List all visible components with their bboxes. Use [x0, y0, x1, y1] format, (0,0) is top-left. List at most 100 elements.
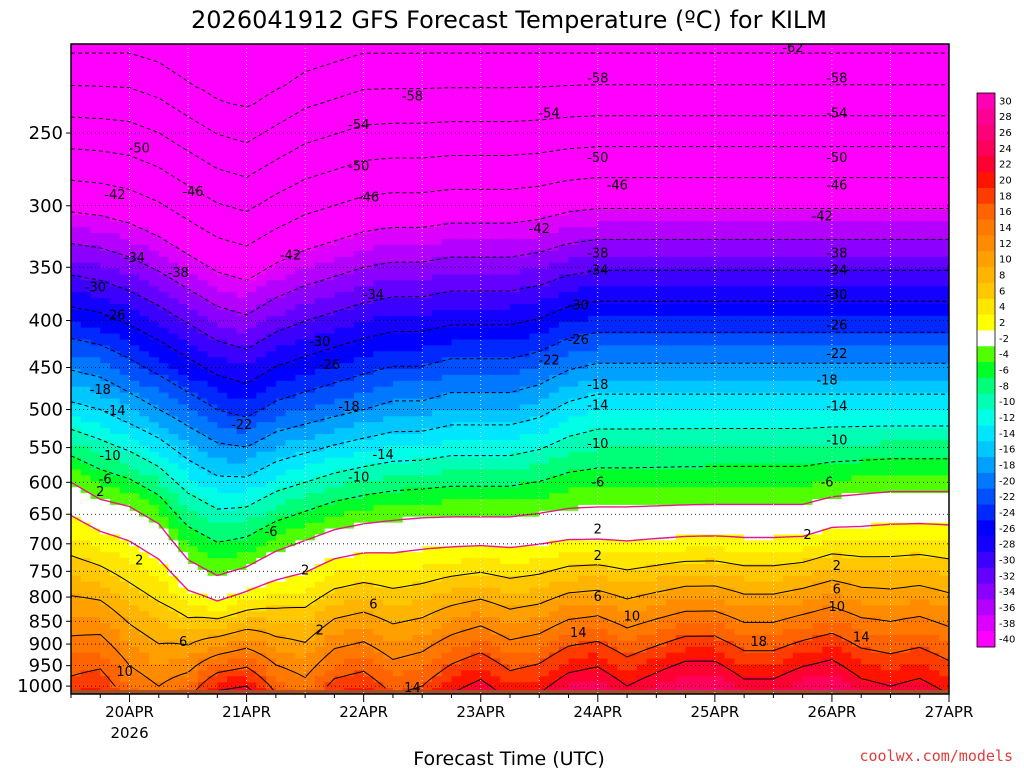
temperature-cell	[207, 599, 218, 606]
temperature-cell	[305, 546, 316, 553]
temperature-cell	[217, 552, 228, 559]
temperature-cell	[344, 292, 355, 299]
temperature-cell	[295, 528, 306, 536]
temperature-cell	[90, 469, 101, 476]
temperature-cell	[178, 91, 189, 98]
temperature-cell	[470, 369, 482, 376]
temperature-cell	[227, 564, 238, 571]
temperature-cell	[129, 564, 140, 571]
temperature-cell	[402, 327, 414, 335]
temperature-cell	[207, 315, 218, 323]
temperature-cell	[227, 55, 238, 63]
temperature-cell	[168, 191, 179, 199]
temperature-cell	[510, 256, 521, 264]
temperature-cell	[266, 504, 277, 512]
temperature-cell	[383, 380, 394, 388]
temperature-cell	[129, 676, 140, 683]
temperature-cell	[334, 150, 345, 157]
temperature-cell	[246, 469, 257, 476]
temperature-cell	[90, 623, 101, 630]
temperature-cell	[500, 593, 511, 601]
temperature-cell	[217, 327, 228, 335]
temperature-cell	[71, 292, 82, 299]
temperature-cell	[324, 215, 335, 222]
temperature-cell	[480, 197, 492, 205]
temperature-cell	[246, 304, 257, 311]
temperature-cell	[470, 522, 482, 530]
temperature-cell	[490, 451, 501, 459]
temperature-cell	[207, 646, 218, 654]
temperature-cell	[188, 156, 199, 163]
temperature-cell	[129, 510, 140, 518]
temperature-cell	[295, 499, 306, 506]
temperature-cell	[188, 191, 199, 199]
temperature-cell	[129, 587, 140, 595]
temperature-cell	[266, 256, 277, 264]
temperature-cell	[324, 327, 335, 335]
temperature-cell	[71, 469, 82, 476]
temperature-cell	[217, 114, 228, 122]
temperature-cell	[188, 652, 199, 660]
temperature-cell	[110, 315, 121, 323]
temperature-cell	[461, 392, 472, 400]
temperature-cell	[178, 191, 189, 199]
temperature-cell	[363, 575, 375, 583]
temperature-cell	[470, 321, 482, 329]
temperature-cell	[324, 682, 335, 689]
temperature-cell	[461, 109, 472, 116]
temperature-cell	[461, 439, 472, 447]
temperature-cell	[129, 280, 140, 287]
temperature-cell	[71, 298, 82, 305]
temperature-cell	[305, 309, 316, 317]
temperature-cell	[178, 315, 189, 323]
temperature-cell	[470, 676, 482, 683]
temperature-cell	[188, 558, 199, 565]
temperature-cell	[266, 339, 277, 346]
temperature-cell	[110, 162, 121, 169]
temperature-cell	[207, 516, 218, 524]
temperature-cell	[510, 227, 521, 234]
temperature-cell	[217, 599, 228, 606]
temperature-cell	[256, 457, 267, 465]
temperature-cell	[500, 564, 511, 571]
temperature-cell	[500, 428, 511, 435]
temperature-cell	[314, 469, 326, 476]
temperature-cell	[324, 652, 335, 660]
temperature-cell	[392, 617, 404, 624]
temperature-cell	[373, 398, 384, 406]
temperature-cell	[490, 321, 501, 329]
temperature-cell	[373, 564, 384, 571]
temperature-cell	[353, 611, 365, 618]
temperature-cell	[461, 528, 472, 536]
temperature-cell	[90, 244, 101, 252]
temperature-cell	[441, 221, 453, 228]
temperature-cell	[314, 510, 326, 518]
temperature-cell	[149, 581, 160, 589]
temperature-cell	[110, 179, 121, 187]
temperature-cell	[90, 233, 101, 240]
temperature-cell	[119, 156, 131, 163]
temperature-cell	[480, 445, 492, 453]
temperature-cell	[285, 528, 296, 536]
temperature-cell	[178, 73, 189, 81]
temperature-cell	[100, 150, 111, 157]
temperature-cell	[441, 634, 453, 642]
temperature-cell	[285, 309, 296, 317]
temperature-cell	[353, 197, 365, 205]
temperature-cell	[490, 445, 501, 453]
temperature-cell	[158, 569, 170, 577]
temperature-cell	[480, 239, 492, 246]
temperature-cell	[149, 298, 160, 305]
temperature-cell	[470, 422, 482, 429]
temperature-cell	[431, 540, 443, 547]
temperature-cell	[256, 256, 267, 264]
temperature-cell	[168, 605, 179, 612]
temperature-cell	[158, 516, 170, 524]
temperature-cell	[256, 179, 267, 187]
temperature-cell	[363, 374, 375, 382]
temperature-cell	[480, 363, 492, 370]
temperature-cell	[480, 463, 492, 471]
temperature-cell	[422, 386, 433, 394]
temperature-cell	[275, 416, 287, 423]
temperature-cell	[256, 682, 267, 689]
